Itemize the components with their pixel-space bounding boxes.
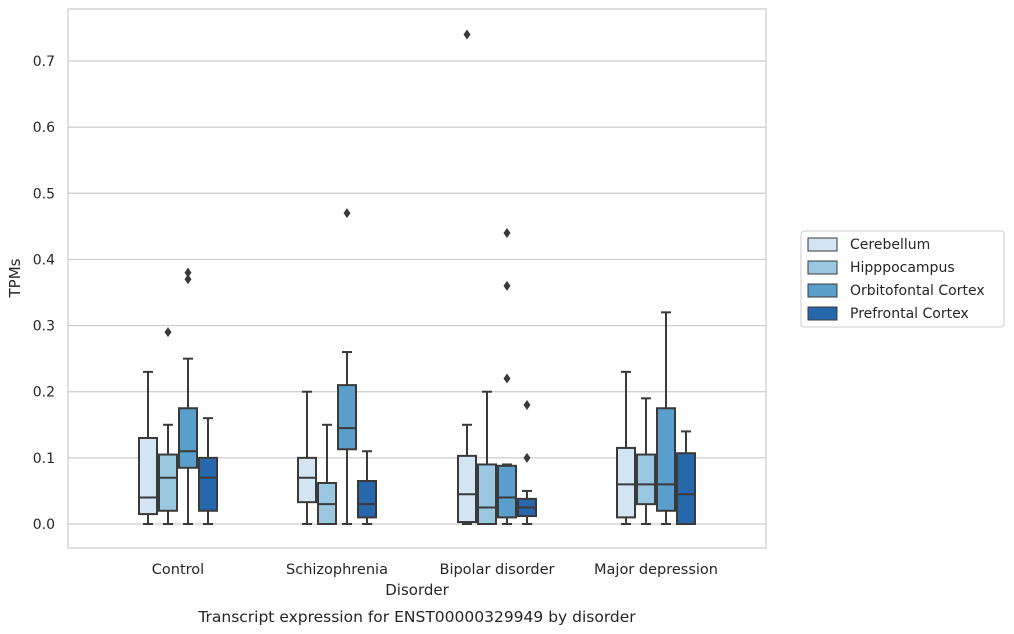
outlier-point bbox=[184, 267, 192, 278]
y-axis-label: TPMs bbox=[6, 258, 24, 298]
legend-label: Prefrontal Cortex bbox=[850, 306, 969, 322]
box-orbitofontal-cortex bbox=[656, 311, 676, 525]
outlier-point bbox=[523, 452, 531, 463]
box-body bbox=[158, 453, 178, 512]
legend-frame bbox=[800, 230, 1005, 328]
outlier-point bbox=[503, 280, 511, 291]
legend: Cerebellum Hipppocampus Orbitofontal Corte… bbox=[800, 230, 1005, 328]
x-tick-label: Control bbox=[152, 562, 204, 578]
outlier-point bbox=[503, 373, 511, 384]
box-body bbox=[198, 456, 218, 512]
outlier-point bbox=[164, 327, 172, 338]
outlier-point bbox=[523, 399, 531, 410]
legend-label: Orbitofontal Cortex bbox=[850, 283, 985, 299]
box-orbitofontal-cortex bbox=[497, 227, 517, 525]
legend-swatch bbox=[807, 306, 838, 321]
legend-swatch bbox=[807, 283, 838, 298]
box-prefrontal-cortex bbox=[198, 417, 218, 525]
y-tick-label: 0.3 bbox=[33, 319, 55, 335]
box-hipppocampus bbox=[477, 390, 497, 526]
box-body bbox=[477, 463, 497, 526]
x-tick-label: Schizophrenia bbox=[286, 562, 388, 578]
y-tick-label: 0.2 bbox=[33, 385, 55, 401]
x-tick-label: Bipolar disorder bbox=[440, 562, 555, 578]
box-prefrontal-cortex bbox=[517, 399, 537, 525]
box-body bbox=[357, 480, 377, 519]
box-body bbox=[337, 384, 357, 451]
box-orbitofontal-cortex bbox=[178, 267, 198, 525]
box-body bbox=[656, 407, 676, 512]
x-axis-ticks: Control Schizophrenia Bipolar disorder Majo… bbox=[152, 562, 718, 578]
legend-label: Cerebellum bbox=[850, 237, 930, 253]
outlier-point bbox=[343, 208, 351, 219]
box-prefrontal-cortex bbox=[357, 450, 377, 525]
plot-area-frame bbox=[67, 8, 767, 549]
box-hipppocampus bbox=[158, 327, 178, 525]
x-tick-label: Major depression bbox=[594, 562, 718, 578]
box-orbitofontal-cortex bbox=[337, 208, 357, 525]
boxes bbox=[138, 29, 696, 526]
box-body bbox=[636, 453, 656, 506]
y-tick-label: 0.1 bbox=[33, 451, 55, 467]
outlier-point bbox=[184, 274, 192, 285]
y-axis-ticks: 0.0 0.1 0.2 0.3 0.4 0.5 0.6 0.7 bbox=[33, 54, 55, 533]
y-tick-label: 0.4 bbox=[33, 252, 55, 268]
box-body bbox=[297, 456, 317, 504]
x-axis-label: Disorder bbox=[385, 581, 449, 599]
box-prefrontal-cortex bbox=[676, 430, 696, 525]
chart-title: Transcript expression for ENST0000032994… bbox=[197, 608, 636, 626]
box-hipppocampus bbox=[636, 397, 656, 525]
y-tick-label: 0.0 bbox=[33, 517, 55, 533]
y-tick-label: 0.6 bbox=[33, 120, 55, 136]
box-cerebellum bbox=[297, 390, 317, 525]
box-body bbox=[457, 454, 477, 524]
box-body bbox=[676, 452, 696, 525]
legend-swatch bbox=[807, 237, 838, 252]
box-body bbox=[138, 437, 158, 516]
box-cerebellum bbox=[616, 370, 636, 525]
box-body bbox=[616, 446, 636, 519]
outlier-point bbox=[503, 227, 511, 238]
box-body bbox=[497, 464, 517, 519]
y-tick-label: 0.5 bbox=[33, 186, 55, 202]
legend-label: Hipppocampus bbox=[850, 260, 955, 276]
box-cerebellum bbox=[138, 370, 158, 525]
box-hipppocampus bbox=[317, 423, 337, 525]
legend-swatch bbox=[807, 260, 838, 275]
outlier-point bbox=[463, 29, 471, 40]
box-body bbox=[178, 407, 198, 469]
y-tick-label: 0.7 bbox=[33, 54, 55, 70]
box-cerebellum bbox=[457, 29, 477, 525]
